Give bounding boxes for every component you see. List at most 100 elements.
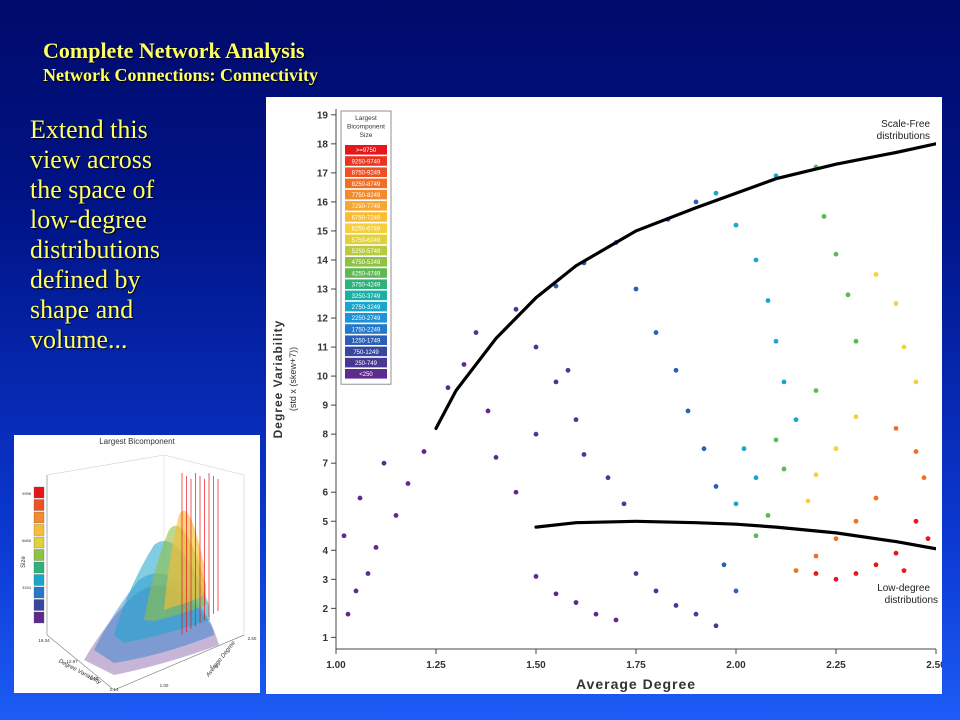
scatter-point bbox=[833, 446, 839, 452]
surface-x-tick: 6.10 bbox=[90, 676, 99, 681]
body-line: shape and bbox=[30, 295, 134, 324]
scatter-point bbox=[813, 388, 819, 394]
legend-swatch bbox=[345, 335, 387, 345]
body-line: the space of bbox=[30, 175, 155, 204]
scatter-point bbox=[353, 588, 359, 594]
scatter-point bbox=[901, 568, 907, 574]
scatter-point bbox=[553, 591, 559, 597]
scatter-point bbox=[633, 286, 639, 292]
scatter-point bbox=[873, 495, 879, 501]
x-tick-label: 1.50 bbox=[526, 660, 546, 671]
legend-title: Largest bbox=[355, 115, 377, 122]
slide-title-block: Complete Network Analysis Network Connec… bbox=[43, 38, 318, 86]
surface-y-tick: 2.50 bbox=[248, 636, 257, 641]
scatter-point bbox=[685, 408, 691, 414]
scatter-point bbox=[873, 562, 879, 568]
body-line: Extend this bbox=[30, 115, 148, 144]
x-tick-label: 2.25 bbox=[826, 660, 846, 671]
surface-legend-swatch bbox=[33, 499, 45, 511]
annotation-scale-free: Scale-Free bbox=[881, 119, 930, 130]
scatter-point bbox=[853, 571, 859, 576]
scatter-point bbox=[833, 251, 839, 257]
scatter-point bbox=[393, 513, 399, 518]
body-line: view across bbox=[30, 145, 153, 174]
y-tick-label: 13 bbox=[317, 285, 329, 296]
surface-legend-swatch bbox=[33, 486, 45, 499]
scatter-point bbox=[765, 513, 771, 518]
scatter-point bbox=[693, 611, 699, 617]
y-axis-label: Degree Variability bbox=[271, 320, 285, 439]
scatter-point bbox=[673, 603, 679, 608]
scatter-point bbox=[913, 449, 919, 454]
legend-swatch bbox=[345, 313, 387, 323]
plot-area bbox=[341, 142, 936, 629]
scatter-point bbox=[753, 475, 759, 481]
legend-label: 750-1249 bbox=[353, 350, 379, 356]
scatter-point bbox=[421, 449, 427, 454]
legend-label: 2750-3249 bbox=[352, 305, 381, 311]
surface-legend-swatch bbox=[33, 611, 45, 624]
y-tick-label: 8 bbox=[322, 430, 328, 441]
scatter-point bbox=[553, 379, 559, 385]
scatter-point bbox=[713, 484, 719, 489]
surface-y-tick: 1.53 bbox=[210, 664, 219, 669]
legend-label: 5250-5749 bbox=[352, 249, 381, 255]
scatter-point bbox=[513, 489, 519, 495]
x-tick-label: 2.50 bbox=[926, 660, 942, 671]
surface-z-tick: 9998 bbox=[22, 491, 32, 496]
x-tick-label: 2.00 bbox=[726, 660, 746, 671]
legend-label: 7250-7749 bbox=[352, 204, 381, 210]
annotation-low-degree: distributions bbox=[885, 595, 938, 606]
y-tick-label: 10 bbox=[317, 372, 329, 383]
scatter-point bbox=[373, 544, 379, 550]
y-tick-label: 3 bbox=[322, 575, 328, 586]
legend-swatch bbox=[345, 346, 387, 357]
y-tick-label: 16 bbox=[317, 197, 329, 208]
legend-label: 4250-4749 bbox=[352, 271, 381, 277]
surface-x-tick: 19.34 bbox=[38, 638, 50, 643]
legend-swatch bbox=[345, 178, 387, 189]
y-tick-label: 19 bbox=[317, 110, 329, 121]
legend-label: 1250-1749 bbox=[352, 339, 381, 345]
scatter-point bbox=[893, 425, 899, 431]
scatter-point bbox=[673, 367, 679, 373]
legend-label: 4750-5249 bbox=[352, 260, 381, 266]
scatter-plot-panel: 1.001.251.501.752.002.252.50123456789101… bbox=[266, 97, 946, 694]
scatter-point bbox=[793, 568, 799, 574]
legend-label: 8750-9249 bbox=[352, 171, 381, 177]
legend-label: 9250-9749 bbox=[352, 159, 381, 165]
legend-swatch bbox=[345, 290, 387, 301]
scatter-point bbox=[781, 379, 787, 385]
surface-legend-swatch bbox=[33, 549, 45, 561]
scatter-point bbox=[721, 562, 727, 568]
scatter-point bbox=[765, 298, 771, 304]
boundary-curve bbox=[534, 519, 936, 551]
y-tick-label: 6 bbox=[322, 488, 328, 499]
scatter-point bbox=[853, 518, 859, 524]
y-tick-label: 12 bbox=[317, 314, 329, 325]
scatter-point bbox=[553, 283, 559, 289]
legend-swatch bbox=[345, 301, 387, 312]
scatter-point bbox=[821, 214, 827, 219]
scatter-point bbox=[485, 408, 491, 414]
legend-swatch bbox=[345, 223, 387, 233]
scatter-point bbox=[833, 536, 839, 542]
scatter-point bbox=[913, 518, 919, 524]
surface-z-label: Size bbox=[21, 556, 27, 568]
legend-label: 3250-3749 bbox=[352, 294, 381, 300]
legend-label: 6250-6749 bbox=[352, 227, 381, 233]
scatter-point bbox=[805, 498, 811, 504]
surface-frame-line bbox=[113, 634, 245, 691]
legend-swatch bbox=[345, 201, 387, 211]
scatter-point bbox=[653, 330, 659, 335]
y-tick-label: 5 bbox=[322, 517, 328, 528]
scatter-plot: 1.001.251.501.752.002.252.50123456789101… bbox=[271, 109, 946, 692]
surface-y-tick: 1.00 bbox=[160, 683, 169, 688]
scatter-point bbox=[773, 338, 779, 344]
boundary-curve bbox=[434, 142, 936, 430]
slide-title: Complete Network Analysis bbox=[43, 38, 305, 63]
scatter-point bbox=[921, 475, 927, 481]
surface-legend-swatch bbox=[33, 586, 45, 599]
legend-swatch bbox=[345, 357, 387, 368]
y-tick-label: 18 bbox=[317, 139, 329, 150]
